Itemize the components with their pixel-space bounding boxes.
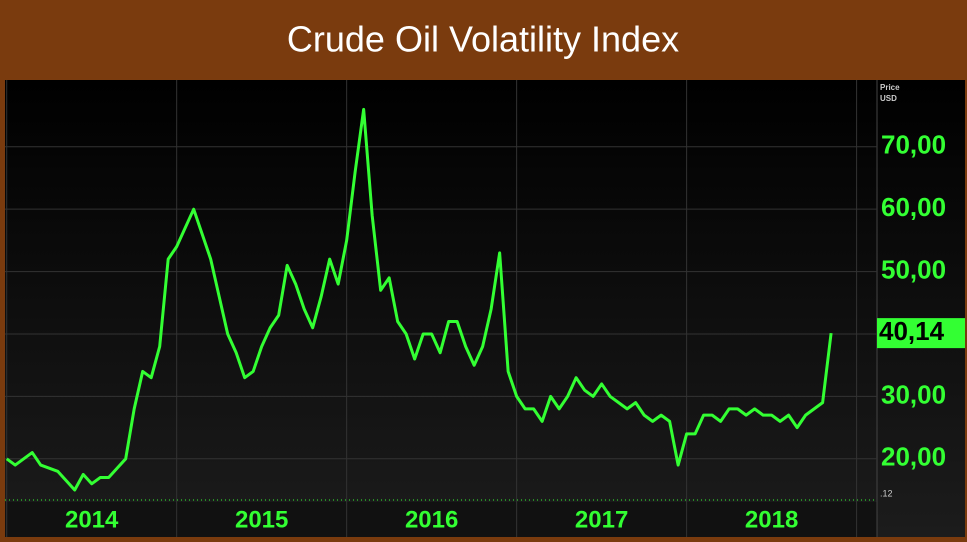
x-tick-label: 2016 <box>405 506 458 533</box>
y-tick-label: 70,00 <box>881 130 946 160</box>
plot-background <box>5 80 965 537</box>
x-tick-label: 2014 <box>65 506 119 533</box>
y-tick-label: 60,00 <box>881 192 946 222</box>
last-value-label: 40,14 <box>879 316 945 346</box>
y-axis-label: USD <box>880 94 897 103</box>
y-tick-label: 50,00 <box>881 254 946 284</box>
corner-label: .12 <box>880 488 893 498</box>
price-line <box>5 107 833 492</box>
chart-title: Crude Oil Volatility Index <box>287 19 679 60</box>
y-axis-label: Price <box>880 83 900 92</box>
x-tick-label: 2017 <box>575 506 628 533</box>
x-tick-label: 2018 <box>745 506 798 533</box>
x-tick-label: 2015 <box>235 506 288 533</box>
last-value-box <box>877 318 965 349</box>
y-tick-label: 20,00 <box>881 442 946 472</box>
y-tick-label: 30,00 <box>881 379 946 409</box>
year-band <box>5 502 877 537</box>
